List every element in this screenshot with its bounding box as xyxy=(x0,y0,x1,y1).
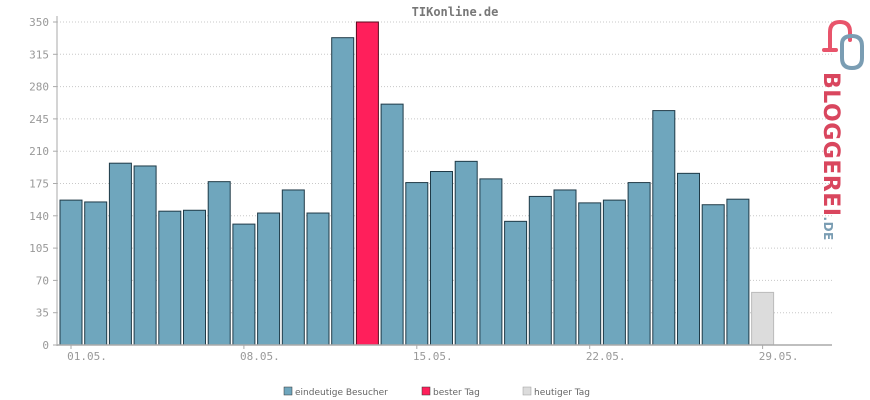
legend-swatch-visitors xyxy=(283,386,293,396)
bar xyxy=(306,212,330,346)
y-tick-label: 105 xyxy=(29,242,49,255)
bar xyxy=(84,201,108,346)
bar xyxy=(701,204,725,346)
bar xyxy=(677,172,700,346)
y-tick-label: 315 xyxy=(29,48,49,61)
bar-today xyxy=(751,291,775,346)
bar xyxy=(183,209,206,346)
bar xyxy=(331,37,355,346)
bar xyxy=(726,198,750,346)
bar xyxy=(602,199,626,346)
legend: eindeutige Besucher bester Tag heutiger … xyxy=(283,386,590,398)
axes xyxy=(56,16,832,346)
bar xyxy=(380,103,404,346)
y-tick-label: 280 xyxy=(29,81,49,94)
bar xyxy=(133,165,157,346)
bar xyxy=(405,182,429,346)
bar xyxy=(281,189,305,346)
chart-title: TIKonline.de xyxy=(412,5,499,19)
y-tick-label: 210 xyxy=(29,145,49,158)
logo-icon xyxy=(822,19,864,71)
bar xyxy=(257,212,281,346)
bar xyxy=(108,162,132,346)
bar xyxy=(430,171,453,346)
legend-label-best: bester Tag xyxy=(433,388,480,398)
bar xyxy=(59,199,83,346)
legend-swatch-best xyxy=(421,386,431,396)
bar xyxy=(578,202,602,346)
x-tick-label: 22.05. xyxy=(586,350,626,363)
y-tick-label: 35 xyxy=(36,307,49,320)
y-tick-label: 245 xyxy=(29,113,49,126)
bar xyxy=(207,181,231,346)
x-axis-ticks: 01.05. 08.05. 15.05. 22.05. 29.05. xyxy=(67,345,798,363)
bloggerei-logo: BLOGGEREI.DE xyxy=(818,19,864,241)
bar xyxy=(158,210,182,346)
bar xyxy=(504,220,528,346)
y-tick-label: 175 xyxy=(29,178,49,191)
logo-wordmark: BLOGGEREI.DE xyxy=(818,72,843,241)
x-tick-label: 15.05. xyxy=(413,350,453,363)
legend-label-visitors: eindeutige Besucher xyxy=(295,388,388,398)
y-tick-label: 0 xyxy=(42,339,49,352)
bar xyxy=(553,189,577,346)
bar xyxy=(627,182,651,346)
x-tick-label: 29.05. xyxy=(759,350,799,363)
bar-best-day xyxy=(355,21,379,346)
bar xyxy=(232,223,256,346)
y-tick-label: 350 xyxy=(29,16,49,29)
y-tick-label: 70 xyxy=(36,274,49,287)
x-tick-label: 08.05. xyxy=(240,350,280,363)
bars xyxy=(59,21,775,346)
y-axis-ticks: 0 35 70 105 140 175 210 245 280 315 350 xyxy=(29,16,57,352)
legend-label-today: heutiger Tag xyxy=(534,388,590,398)
bar xyxy=(479,178,503,346)
bar xyxy=(652,110,676,346)
y-tick-label: 140 xyxy=(29,210,49,223)
bar xyxy=(528,195,552,346)
x-tick-label: 01.05. xyxy=(67,350,107,363)
legend-swatch-today xyxy=(522,386,532,396)
bar xyxy=(454,160,478,346)
